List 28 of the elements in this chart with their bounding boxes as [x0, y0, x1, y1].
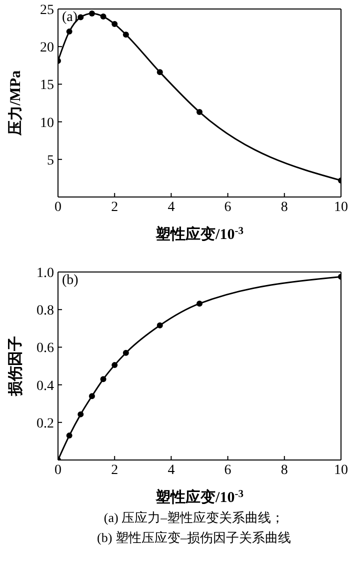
x-tick-label: 2 — [111, 200, 118, 215]
x-tick-label: 6 — [224, 200, 232, 215]
text: (b) 塑性压应变–损伤因子关系曲线 — [96, 529, 292, 547]
x-axis-title: 塑性应变/10$^{-3}$ — [154, 225, 244, 243]
y-tick-label: 15 — [40, 78, 54, 94]
y-tick-label: 0.4 — [36, 378, 54, 394]
y-tick-label: 0.6 — [36, 341, 54, 356]
x-tick-label: 10 — [334, 200, 348, 215]
y-tick-label: 10 — [40, 116, 54, 131]
text: (a) 压应力–塑性应变关系曲线； — [102, 509, 286, 527]
x-tick-label: 4 — [168, 200, 175, 215]
y-tick-label: 25 — [40, 2, 54, 18]
x-tick-label: 2 — [111, 462, 118, 478]
x-tick-label: 10 — [334, 462, 348, 478]
y-tick-label: 5 — [47, 153, 54, 168]
y-tick-label: 1.0 — [36, 266, 54, 281]
x-tick-label: 8 — [280, 462, 288, 478]
x-tick-label: 0 — [54, 462, 62, 478]
x-tick-label: 8 — [280, 200, 288, 215]
x-tick-label: 0 — [54, 200, 62, 215]
annotation: (b) — [62, 273, 78, 289]
y-tick-label: 0.2 — [36, 416, 54, 432]
y-axis-title: 损伤因子 — [7, 336, 24, 397]
y-tick-label: 20 — [40, 40, 54, 56]
x-tick-label: 4 — [168, 462, 175, 478]
y-tick-label: 0.8 — [36, 304, 54, 319]
x-tick-label: 6 — [224, 462, 232, 478]
x-axis-title: 塑性应变/10$^{-3}$ — [154, 488, 244, 506]
